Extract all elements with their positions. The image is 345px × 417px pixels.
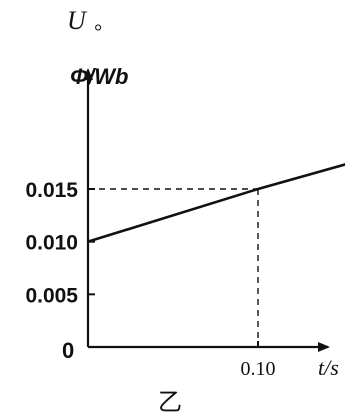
x-axis-label: t/s (318, 355, 339, 380)
x-tick-label: 0.10 (241, 358, 276, 380)
y-tick-group: 0.005 0.010 0.015 (25, 179, 95, 307)
header-punctuation: 。 (94, 12, 115, 34)
y-axis-label: Φ/Wb (70, 64, 128, 89)
guide-lines (88, 188, 259, 347)
y-tick-label: 0.010 (25, 232, 78, 255)
y-tick-label: 0.005 (25, 284, 78, 307)
origin-label: 0 (62, 338, 74, 363)
flux-series-line (87, 163, 345, 243)
figure-caption: 乙 (158, 388, 182, 416)
header-text: U。 (67, 6, 115, 36)
series-layer (87, 163, 345, 243)
header-symbol: U (67, 6, 87, 35)
y-tick-label: 0.015 (25, 179, 78, 202)
